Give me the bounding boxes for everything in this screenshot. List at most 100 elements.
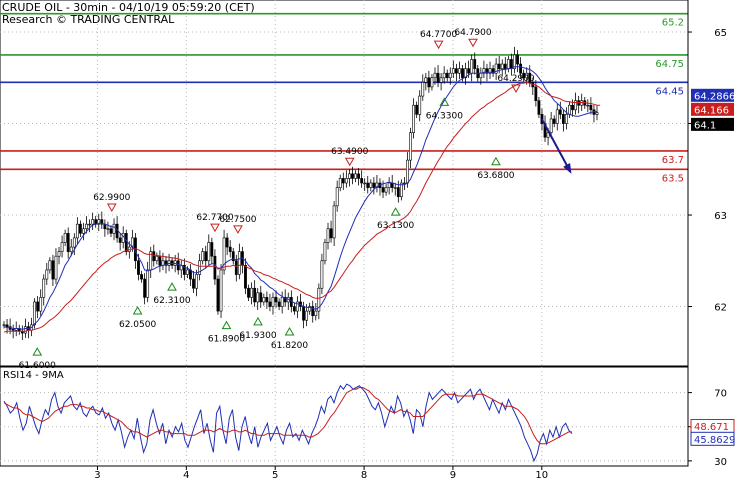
candle-body [357, 173, 360, 179]
candle-body [51, 260, 55, 280]
candle-body [369, 182, 373, 188]
forecast-arrow-head [563, 163, 572, 174]
pivot-high-label: 62.7500 [219, 215, 256, 225]
candle-body [85, 223, 88, 230]
candle-body [451, 68, 455, 74]
pivot-low-label: 61.9300 [239, 331, 276, 341]
candle-body [448, 72, 452, 79]
time-axis-label: 10 [535, 470, 548, 480]
pivot-low-marker [132, 305, 143, 315]
time-axis-label: 9 [450, 470, 456, 480]
candle-body [323, 242, 327, 262]
candle-body [317, 287, 321, 312]
candle-body [348, 173, 351, 179]
rsi-tag: 45.8629 [694, 435, 735, 446]
rsi-axis-label: 70 [714, 389, 727, 400]
candle-body [409, 132, 412, 161]
candle-body [415, 104, 419, 115]
chart-title: CRUDE OIL - 30min - 04/10/19 05:59:20 (C… [2, 1, 255, 14]
rsi-panel: RSI14 - 9MA [3, 370, 573, 463]
candle-body [222, 237, 226, 271]
candle-body [262, 297, 266, 303]
candle-body [237, 251, 241, 275]
pivot-high-label: 64.2900 [497, 74, 534, 84]
candle-body [354, 173, 357, 179]
pivot-low-label: 61.8200 [271, 341, 308, 351]
candle-body [274, 297, 278, 303]
candle-body [558, 109, 562, 115]
candle-body [436, 72, 440, 83]
candle-body [106, 228, 110, 230]
candle-body [2, 324, 6, 326]
level-label: 63.7 [662, 155, 684, 166]
candle-body [461, 68, 464, 79]
candle-body [192, 278, 195, 289]
candle-body [506, 59, 510, 69]
candle-body [433, 72, 437, 79]
candle-body [479, 72, 483, 79]
candle-body [442, 72, 446, 79]
candle-body [97, 219, 101, 225]
candle-body [11, 329, 15, 331]
candle-body [372, 182, 376, 188]
pivot-high-marker [511, 84, 521, 93]
candles [2, 46, 599, 341]
candle-body [195, 274, 198, 289]
level-label: 64.45 [655, 86, 684, 97]
price-tag-blue: 64.2866 [694, 91, 735, 102]
candle-body [189, 269, 192, 280]
price-tag-last-bg [691, 117, 734, 131]
price-axis-label: 63 [714, 211, 727, 222]
candle-body [124, 233, 128, 252]
price-tags: 64.2866 64.166 64.1 48.671 45.8629 [690, 88, 735, 446]
candle-body [280, 297, 284, 307]
pivot-high-marker [210, 223, 220, 233]
candle-body [344, 178, 348, 184]
candle-body [143, 278, 147, 298]
candle-body [23, 326, 27, 334]
candle-body [302, 306, 305, 321]
rsi-panel-frame [0, 366, 689, 467]
pivot-high-label: 64.7700 [420, 30, 457, 40]
rsi-tag-bg [690, 431, 735, 446]
time-axis-label: 3 [94, 470, 100, 480]
candle-body [152, 251, 156, 262]
candle-body [265, 297, 269, 303]
candle-body [231, 251, 235, 262]
candle-body [112, 223, 116, 234]
candle-body [552, 118, 556, 124]
candle-body [351, 173, 354, 179]
level-label: 64.75 [655, 59, 684, 70]
candle-body [33, 301, 36, 326]
red-moving-average [3, 81, 601, 333]
candle-body [439, 77, 443, 83]
time-axis-label: 5 [272, 470, 278, 480]
price-tag-blue-bg [691, 88, 734, 102]
candle-body [332, 205, 336, 239]
candle-body [534, 86, 538, 101]
price-tag-last: 64.1 [694, 120, 716, 131]
axes: 656463627050303458910 [94, 0, 727, 480]
pivot-low-label: 62.3100 [153, 296, 190, 306]
chart-subtitle: Research © TRADING CENTRAL [2, 13, 175, 26]
candle-body [72, 237, 76, 248]
candle-body [491, 68, 495, 74]
candle-body [381, 187, 385, 193]
candle-body [329, 228, 333, 239]
candle-body [519, 63, 522, 74]
candle-body [259, 292, 263, 303]
candle-body [198, 260, 202, 275]
candle-body [314, 310, 318, 316]
candle-body [140, 274, 143, 280]
candle-body [91, 219, 95, 225]
candle-body [363, 182, 367, 185]
candle-body [503, 63, 507, 69]
candle-body [82, 228, 85, 234]
candle-body [513, 54, 516, 69]
candle-body [158, 255, 162, 266]
candle-body [219, 269, 223, 312]
candle-body [586, 104, 590, 107]
pivot-high-label: 63.4900 [331, 147, 368, 157]
candle-body [228, 246, 232, 252]
candle-body [470, 59, 474, 74]
